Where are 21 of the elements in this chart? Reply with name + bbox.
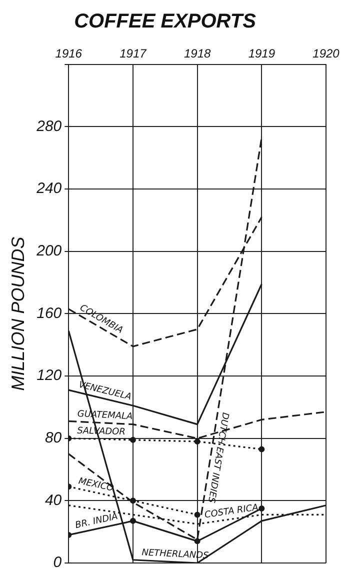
x-tick-label: 1916 — [55, 46, 82, 61]
chart-title: COFFEE EXPORTS — [74, 10, 257, 33]
y-tick-label: 40 — [44, 492, 62, 509]
text: COSTA RICA — [204, 503, 259, 521]
text: MEXICO — [77, 476, 114, 494]
text: DUTCH EAST INDIES — [206, 412, 230, 504]
y-tick-label: 280 — [36, 118, 62, 135]
y-tick-label: 160 — [36, 304, 62, 322]
series-label: NETHERLANDS — [142, 548, 210, 562]
x-tick-label: 1917 — [120, 46, 148, 61]
y-tick-label: 80 — [44, 430, 62, 447]
x-tick-label: 1920 — [312, 46, 340, 61]
y-tick-label: 200 — [36, 242, 62, 260]
y-tick-label: 120 — [36, 367, 62, 384]
y-tick-label: 0 — [53, 554, 62, 572]
x-tick-label: 1919 — [248, 46, 276, 61]
series-label: GUATEMALA — [77, 409, 133, 422]
x-tick-label: 1918 — [184, 46, 211, 61]
text: BR. INDIA — [74, 512, 119, 532]
y-tick-label: 240 — [36, 180, 62, 198]
y-axis-title: MILLION POUNDS — [8, 236, 28, 391]
